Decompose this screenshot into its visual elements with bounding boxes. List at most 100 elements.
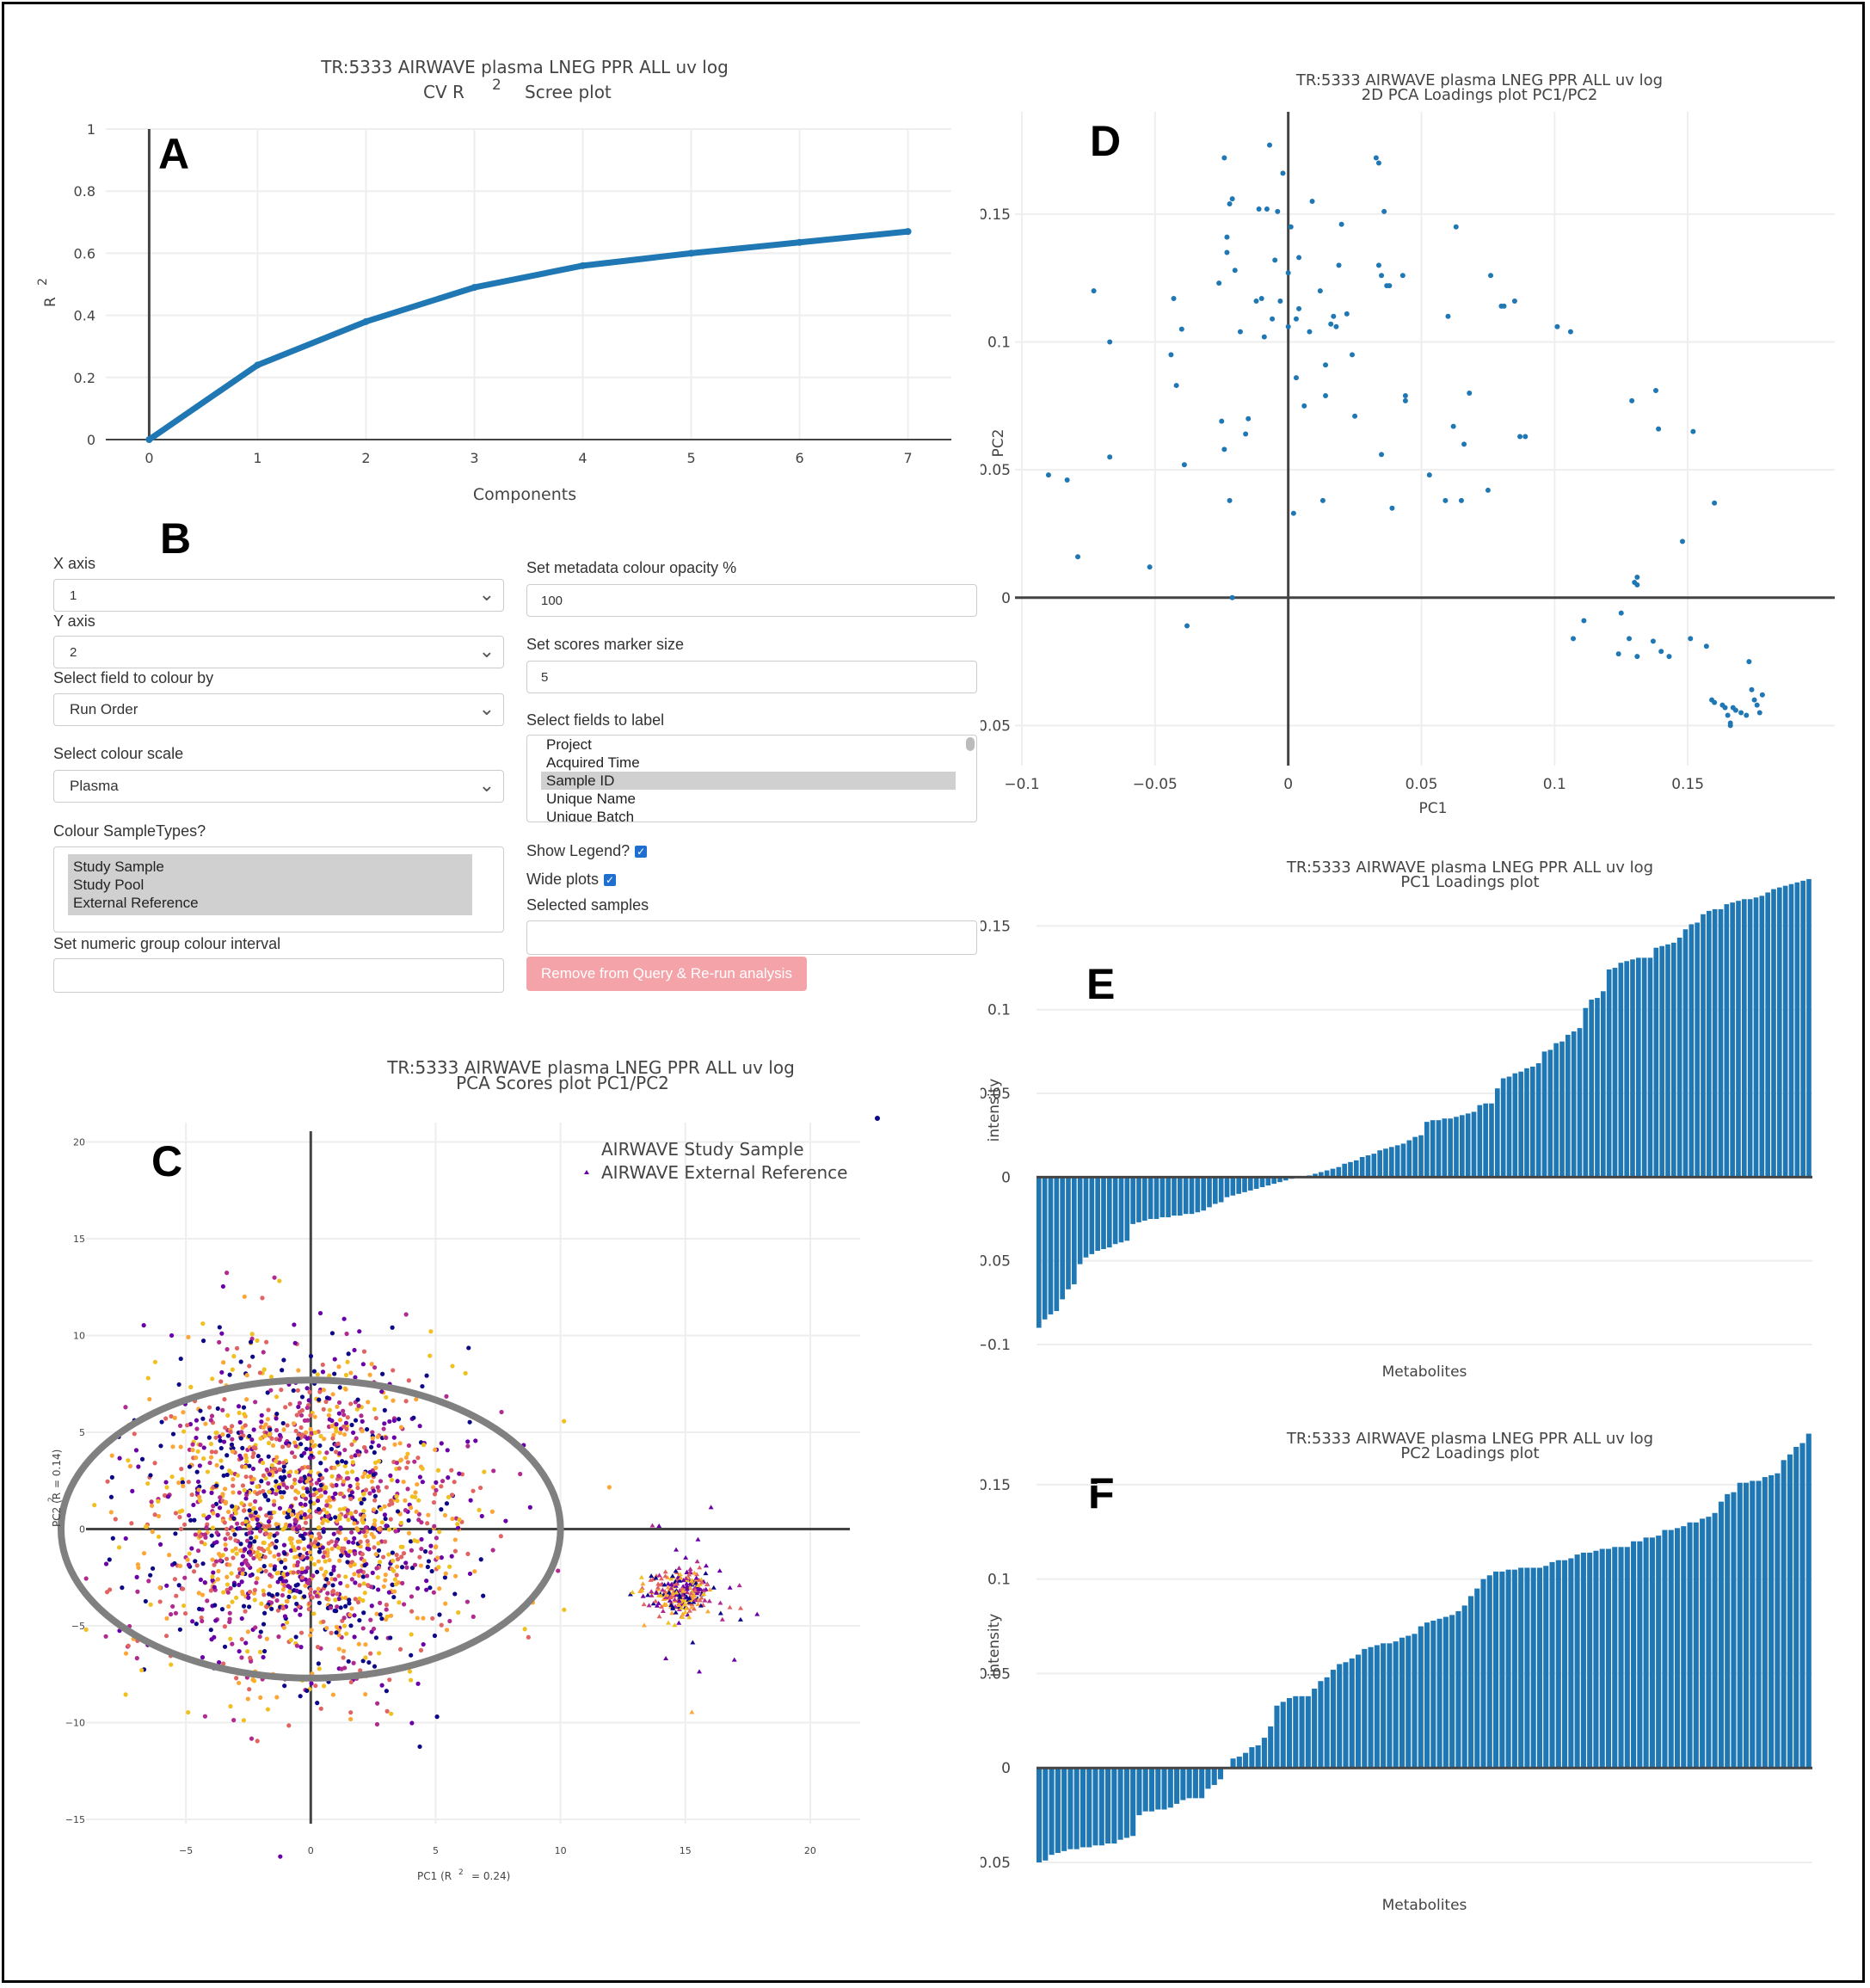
colour-scale-select[interactable]: Plasma: [53, 770, 504, 803]
score-point: [274, 1571, 280, 1576]
score-point: [372, 1460, 378, 1465]
score-point: [403, 1508, 409, 1513]
label-field-option-selected[interactable]: Sample ID: [541, 772, 956, 790]
label-field-option[interactable]: Unique Batch: [546, 809, 635, 822]
loading-bar: [1393, 1641, 1399, 1769]
score-point: [268, 1516, 273, 1521]
y-tick-label: 0.05: [981, 1086, 1011, 1103]
score-point: [362, 1444, 367, 1450]
y-axis-select[interactable]: 2: [53, 636, 504, 668]
score-point: [421, 1616, 426, 1621]
label-field-option[interactable]: Project: [546, 736, 592, 753]
score-point: [245, 1563, 251, 1568]
score-point-reference: [684, 1581, 690, 1586]
score-point: [373, 1635, 379, 1640]
score-point: [345, 1470, 350, 1475]
score-point-reference: [640, 1593, 646, 1598]
y-tick-label: 1: [87, 121, 95, 138]
score-point-reference: [687, 1581, 693, 1586]
show-legend-label: Show Legend?: [526, 842, 631, 859]
sample-type-option[interactable]: Study Pool: [73, 877, 145, 893]
score-point: [344, 1331, 349, 1337]
chart-title: TR:5333 AIRWAVE plasma LNEG PPR ALL uv l…: [1286, 1430, 1653, 1448]
sample-type-option[interactable]: Study Sample: [73, 859, 164, 875]
loading-point: [1738, 710, 1744, 716]
score-point: [432, 1633, 438, 1639]
score-point: [185, 1557, 190, 1562]
score-point: [466, 1345, 471, 1351]
sample-types-listbox[interactable]: Study Sample Study Pool External Referen…: [53, 846, 504, 932]
sample-type-option[interactable]: External Reference: [73, 895, 199, 911]
score-point: [147, 1396, 152, 1402]
score-point: [334, 1449, 339, 1455]
score-point-reference: [686, 1615, 692, 1620]
scree-point: [254, 361, 261, 369]
score-point: [261, 1648, 268, 1654]
loading-bar: [1483, 1103, 1488, 1178]
score-point: [342, 1463, 348, 1468]
score-point: [201, 1445, 206, 1450]
score-point-reference: [660, 1608, 666, 1613]
score-point: [334, 1422, 339, 1427]
score-point: [352, 1347, 357, 1353]
x-axis-select[interactable]: 1: [53, 579, 504, 612]
colour-field-select[interactable]: Run Order: [53, 693, 504, 726]
score-point: [293, 1428, 298, 1434]
opacity-input[interactable]: 100: [526, 584, 977, 617]
remove-rerun-button[interactable]: Remove from Query & Re-run analysis: [526, 957, 807, 991]
score-point: [482, 1469, 487, 1474]
score-point-reference: [676, 1603, 682, 1608]
y-axis-title: intensity: [986, 1079, 1003, 1142]
y-tick-label: 0.15: [981, 1477, 1011, 1494]
score-point: [375, 1434, 380, 1439]
wide-plots-row[interactable]: Wide plots ✓: [526, 871, 617, 889]
score-point: [360, 1574, 366, 1579]
x-tick-label: 0: [308, 1845, 314, 1856]
score-point: [481, 1593, 486, 1598]
score-point: [281, 1482, 286, 1487]
loading-bar: [1118, 1177, 1124, 1243]
score-point: [296, 1368, 301, 1373]
show-legend-row[interactable]: Show Legend? ✓: [526, 842, 648, 860]
score-point: [499, 1409, 504, 1415]
loading-bar: [1178, 1177, 1183, 1216]
score-point: [491, 1468, 496, 1474]
show-legend-checkbox[interactable]: ✓: [635, 846, 648, 859]
label-field-option[interactable]: Unique Name: [546, 791, 636, 807]
score-point: [503, 1518, 508, 1523]
label-fields-listbox[interactable]: Project Acquired Time Sample ID Unique N…: [526, 735, 977, 822]
score-point: [253, 1499, 258, 1504]
score-point: [311, 1561, 317, 1567]
score-point: [362, 1591, 367, 1596]
selected-samples-input[interactable]: [526, 920, 977, 955]
score-point: [376, 1587, 381, 1592]
score-point: [439, 1441, 444, 1446]
loading-point: [1759, 692, 1765, 698]
score-point: [250, 1354, 255, 1359]
score-point: [280, 1444, 286, 1449]
score-point: [336, 1646, 341, 1652]
score-point: [194, 1469, 200, 1474]
score-point: [190, 1619, 195, 1624]
loading-point: [1338, 221, 1344, 227]
loading-bar: [1389, 1147, 1394, 1178]
score-point: [123, 1651, 129, 1656]
score-point: [189, 1492, 194, 1498]
score-point: [308, 1413, 313, 1418]
loading-bar: [1205, 1768, 1211, 1789]
score-point: [406, 1443, 412, 1449]
score-point: [307, 1446, 313, 1452]
score-point: [472, 1569, 477, 1574]
group-interval-input[interactable]: [53, 958, 504, 993]
score-point: [465, 1551, 471, 1556]
wide-plots-checkbox[interactable]: ✓: [604, 874, 617, 887]
label-field-option[interactable]: Acquired Time: [546, 754, 640, 771]
listbox-scrollbar[interactable]: [966, 737, 975, 751]
score-point: [302, 1511, 307, 1517]
score-point: [361, 1508, 366, 1514]
score-point-reference: [688, 1591, 694, 1596]
score-point: [193, 1532, 198, 1537]
score-point: [267, 1511, 272, 1516]
score-point-reference: [661, 1603, 667, 1608]
marker-size-input[interactable]: 5: [526, 661, 977, 693]
